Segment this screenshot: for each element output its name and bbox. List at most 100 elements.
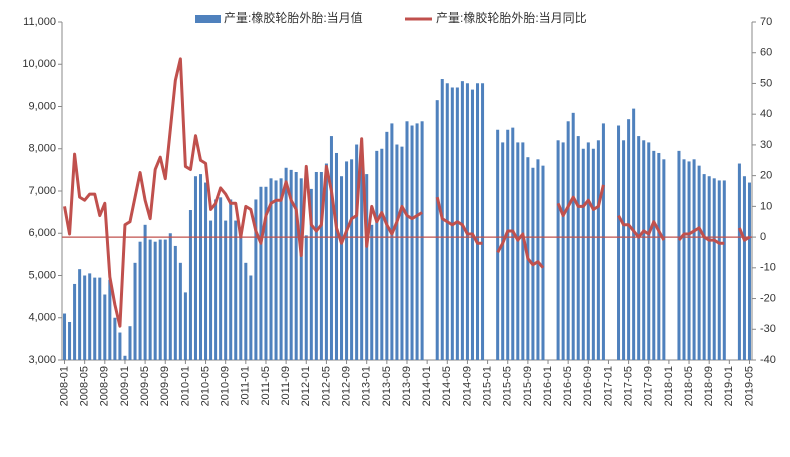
bar	[682, 159, 686, 360]
y2-tick-label: -10	[760, 262, 776, 274]
y2-tick-label: 60	[760, 47, 772, 59]
x-tick-label: 2019-05	[743, 366, 755, 406]
bar	[158, 239, 162, 360]
bar	[400, 146, 404, 360]
bar	[627, 119, 631, 360]
bar	[617, 125, 621, 360]
bar	[355, 144, 359, 360]
bar	[83, 275, 87, 360]
bar	[259, 186, 263, 360]
line	[496, 229, 545, 269]
bar	[516, 142, 520, 360]
bar	[264, 186, 268, 360]
bar	[375, 150, 379, 360]
bar	[274, 180, 278, 360]
bar	[309, 188, 313, 360]
x-tick-label: 2016-01	[542, 366, 554, 406]
x-tick-label: 2017-01	[602, 366, 614, 406]
x-tick-label: 2008-01	[58, 366, 70, 406]
bar	[521, 142, 525, 360]
x-tick-label: 2015-01	[481, 366, 493, 406]
bar	[244, 262, 248, 360]
x-tick-label: 2013-05	[381, 366, 393, 406]
legend-label: 产量:橡胶轮胎外胎:当月同比	[436, 10, 587, 25]
x-tick-label: 2014-05	[441, 366, 453, 406]
bar	[596, 140, 600, 360]
line	[435, 196, 483, 245]
bar	[153, 241, 157, 360]
x-tick-label: 2011-01	[240, 366, 252, 406]
bar	[123, 355, 127, 360]
x-tick-label: 2015-05	[502, 366, 514, 406]
bar	[622, 140, 626, 360]
bar	[506, 129, 510, 360]
bar	[329, 136, 333, 360]
y2-tick-label: 0	[760, 231, 766, 243]
x-tick-label: 2018-05	[683, 366, 695, 406]
x-tick-label: 2010-09	[220, 366, 232, 406]
bar	[299, 178, 303, 360]
bar	[188, 210, 192, 360]
y-tick-label: 8,000	[28, 143, 56, 155]
bar	[511, 127, 515, 360]
legend-label: 产量:橡胶轮胎外胎:当月值	[224, 10, 363, 25]
bar	[737, 163, 741, 360]
bar	[707, 176, 711, 360]
bar	[365, 174, 369, 360]
bar	[455, 87, 459, 361]
bar	[496, 129, 500, 360]
x-tick-label: 2019-01	[723, 366, 735, 406]
bar	[63, 313, 67, 360]
x-tick-label: 2008-09	[99, 366, 111, 406]
line	[738, 227, 751, 242]
bar	[642, 140, 646, 360]
bar	[183, 292, 187, 360]
bar	[541, 165, 545, 360]
bar	[304, 235, 308, 360]
bar	[269, 178, 273, 360]
bar	[204, 182, 208, 360]
line	[617, 214, 666, 241]
bar	[314, 171, 318, 360]
bar	[173, 245, 177, 360]
bar	[133, 262, 137, 360]
bar	[209, 220, 213, 360]
bar	[742, 176, 746, 360]
bar	[289, 169, 293, 360]
x-tick-label: 2011-09	[280, 366, 292, 406]
y2-tick-label: 10	[760, 200, 772, 212]
bar	[360, 148, 364, 360]
bar	[556, 140, 560, 360]
bar	[385, 131, 389, 360]
bar	[143, 224, 147, 360]
bar	[501, 142, 505, 360]
bar	[168, 233, 172, 360]
bar	[420, 121, 424, 360]
bar	[239, 237, 243, 360]
bar	[103, 294, 107, 360]
bar	[370, 224, 374, 360]
legend-swatch	[195, 15, 221, 23]
x-tick-label: 2010-01	[179, 366, 191, 406]
bar	[219, 197, 223, 360]
bar	[405, 121, 409, 360]
bar	[214, 199, 218, 360]
bar	[279, 178, 283, 360]
y-tick-label: 4,000	[28, 312, 56, 324]
bar	[380, 148, 384, 360]
bar	[118, 332, 122, 360]
bar	[586, 142, 590, 360]
bar	[224, 220, 228, 360]
bar	[435, 100, 439, 360]
y2-tick-label: -40	[760, 354, 776, 366]
bar	[657, 152, 661, 360]
x-tick-label: 2011-05	[260, 366, 272, 406]
bar	[254, 199, 258, 360]
bar	[324, 163, 328, 360]
bar	[345, 161, 349, 360]
bar	[229, 199, 233, 360]
bar	[632, 108, 636, 360]
bar	[88, 273, 92, 360]
bar	[319, 171, 323, 360]
